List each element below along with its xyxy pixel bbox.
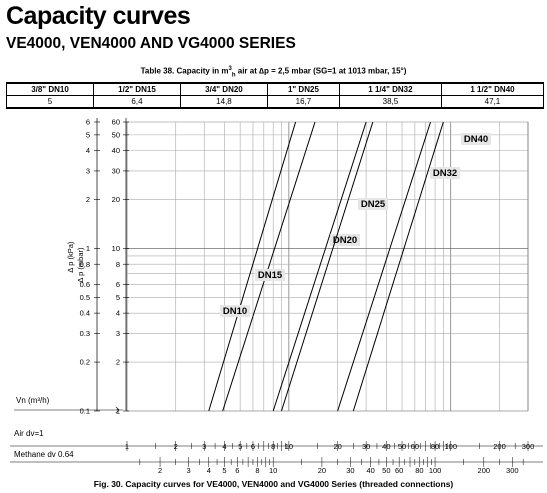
air-scale-tick-label: 20: [333, 442, 341, 451]
air-scale-tick-label: 1: [125, 442, 129, 451]
series-label-bg: [430, 167, 460, 179]
y-tick-label-mbar: 20: [112, 195, 120, 204]
y-tick-label-kpa: 0.1: [80, 407, 90, 416]
methane-scale-tick-label: 3: [186, 466, 190, 475]
y-tick-label-mbar: 2: [116, 358, 120, 367]
air-scale-tick-label: 200: [493, 442, 506, 451]
y-tick-label-kpa: 6: [86, 118, 90, 127]
x-axis-label: Vn (m³/h): [16, 396, 50, 405]
methane-scale-tick-label: 10: [269, 466, 277, 475]
table-caption: Table 38. Capacity in m3h air at ∆p = 2,…: [0, 66, 547, 78]
y-tick-label-kpa: 0.2: [80, 358, 90, 367]
y-tick-label-mbar: 30: [112, 167, 120, 176]
y-tick-label-kpa: 0.8: [80, 260, 90, 269]
methane-scale-tick-label: 50: [382, 466, 390, 475]
air-scale-tick-label: 10: [285, 442, 293, 451]
x-axis-arrow: [115, 409, 120, 414]
table-value-cell: 47,1: [440, 95, 545, 109]
series-label-dn40: DN40: [464, 134, 488, 145]
y-tick-label-kpa: 1: [86, 244, 90, 253]
series-label-bg: [220, 305, 250, 317]
y-tick-label-kpa: 2: [86, 195, 90, 204]
methane-scale-tick-label: 8: [255, 466, 259, 475]
y-tick-label-mbar: 4: [116, 309, 120, 318]
air-scale-tick-label: 4: [222, 442, 226, 451]
y-tick-label-mbar: 6: [116, 280, 120, 289]
methane-scale-label: Methane dv 0.64: [14, 450, 74, 459]
methane-scale-tick-label: 2: [158, 466, 162, 475]
y-axis-label-kpa: ∆ p (kPa): [66, 241, 75, 272]
y-tick-label-kpa: 0.6: [80, 280, 90, 289]
air-scale-tick-label: 5: [238, 442, 242, 451]
series-label-bg: [330, 234, 360, 246]
series-label-dn20: DN20: [333, 235, 357, 246]
series-line-dn32: [337, 121, 432, 412]
methane-scale-tick-label: 40: [366, 466, 374, 475]
y-tick-label-kpa: 0.3: [80, 329, 90, 338]
air-scale-label: Air dv=1: [14, 429, 44, 438]
table-caption-rest: air at ∆p = 2,5 mbar (SG=1 at 1013 mbar,…: [235, 66, 407, 76]
table-caption-prefix: Table 38. Capacity in m: [140, 66, 229, 76]
air-scale-tick-label: 6: [251, 442, 255, 451]
figure-caption: Fig. 30. Capacity curves for VE4000, VEN…: [93, 479, 454, 489]
air-scale-tick-label: 8: [271, 442, 275, 451]
air-scale-tick-label: 80: [431, 442, 439, 451]
methane-scale-tick-label: 80: [415, 466, 423, 475]
y-tick-label-mbar: 40: [112, 146, 120, 155]
air-scale-tick-label: 40: [382, 442, 390, 451]
series-line-dn25: [280, 121, 374, 412]
air-scale-tick-label: 30: [362, 442, 370, 451]
series-line-dn40: [352, 121, 444, 412]
methane-scale-tick-label: 20: [318, 466, 326, 475]
page-title: Capacity curves: [6, 2, 191, 30]
methane-scale-tick-label: 6: [235, 466, 239, 475]
series-label-dn15: DN15: [258, 270, 283, 281]
y-tick-label-kpa: 0.5: [80, 293, 90, 302]
y-tick-label-mbar: 3: [116, 329, 120, 338]
series-label-bg: [461, 133, 491, 145]
table-value-cell: 14,8: [179, 95, 268, 109]
table-caption-sub: h: [231, 72, 236, 79]
methane-scale-tick-label: 300: [506, 466, 519, 475]
methane-scale-tick-label: 100: [429, 466, 442, 475]
air-scale-tick-label: 2: [174, 442, 178, 451]
series-label-dn32: DN32: [433, 168, 457, 179]
methane-scale-tick-label: 30: [346, 466, 354, 475]
y-tick-label-mbar: 60: [112, 118, 120, 127]
table-caption-sup: 3: [228, 66, 232, 72]
y-tick-label-kpa: 0.4: [80, 309, 90, 318]
methane-scale-tick-label: 60: [395, 466, 403, 475]
air-scale-tick-label: 300: [522, 442, 535, 451]
methane-scale-tick-label: 5: [222, 466, 226, 475]
y-axis-label-mbar: ∆ p (mbar): [76, 247, 85, 283]
air-scale-tick-label: 100: [445, 442, 458, 451]
x-axis-arrow: [115, 406, 120, 411]
series-line-dn10: [208, 121, 297, 412]
y-tick-label-kpa: 5: [86, 130, 90, 139]
air-scale-tick-label: 60: [411, 442, 419, 451]
series-line-dn15: [222, 121, 316, 412]
series-label-dn25: DN25: [361, 199, 386, 210]
capacity-table-value-row: 5 6,4 14,8 16,7 38,5 47,1: [6, 95, 545, 109]
series-line-dn20: [272, 121, 367, 412]
y-tick-label-mbar: 10: [112, 244, 120, 253]
page-subtitle: VE4000, VEN4000 AND VG4000 SERIES: [6, 35, 296, 52]
capacity-table: 3/8" DN10 1/2" DN15 3/4" DN20 1" DN25 1 …: [6, 82, 545, 109]
y-tick-label-kpa: 4: [86, 146, 90, 155]
y-tick-label-mbar: 50: [112, 130, 120, 139]
series-label-dn10: DN10: [223, 306, 247, 317]
y-tick-label-mbar: 8: [116, 260, 120, 269]
series-label-bg: [358, 198, 388, 210]
y-tick-label-kpa: 3: [86, 167, 90, 176]
methane-scale-tick-label: 200: [478, 466, 491, 475]
y-tick-label-mbar: 5: [116, 293, 120, 302]
table-value-cell: 6,4: [92, 95, 181, 109]
series-label-bg: [255, 269, 285, 281]
air-scale-tick-label: 3: [202, 442, 206, 451]
methane-scale-tick-label: 4: [207, 466, 211, 475]
air-scale-tick-label: 50: [398, 442, 406, 451]
